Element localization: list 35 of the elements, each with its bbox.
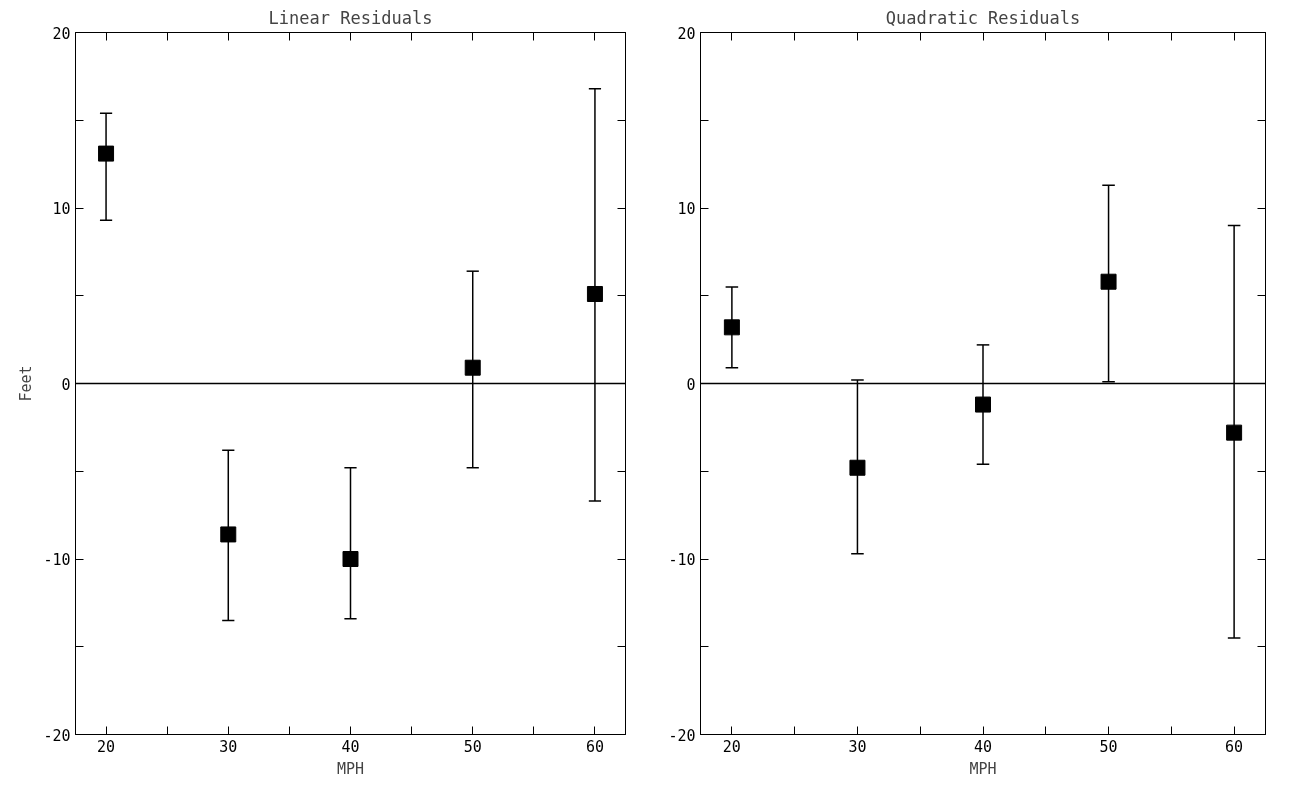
x-tick-label: 60: [1225, 737, 1244, 756]
x-tick-label: 50: [463, 737, 482, 756]
y-tick-label: 20: [52, 24, 71, 43]
y-tick-label: -20: [43, 726, 71, 745]
y-tick-label: 20: [677, 24, 696, 43]
y-tick-label: -10: [668, 551, 696, 569]
y-tick-label: 0: [61, 375, 71, 394]
x-tick-label: 20: [97, 737, 116, 756]
x-tick-label: 50: [1099, 737, 1118, 756]
y-tick-label: -10: [43, 551, 71, 569]
x-tick-label: 40: [973, 737, 993, 756]
x-tick-label: 60: [585, 737, 604, 756]
x-tick-label: 40: [341, 737, 360, 756]
point: [98, 145, 115, 162]
point: [342, 551, 359, 567]
point: [1100, 273, 1117, 290]
y-tick-label: -20: [668, 726, 696, 745]
y-axis-title: Feet: [17, 365, 36, 402]
x-axis-title: MPH: [969, 759, 997, 778]
point: [586, 285, 603, 302]
point: [723, 319, 740, 336]
chart-title: Quadratic Residuals: [885, 7, 1081, 28]
y-tick-label: 10: [677, 200, 696, 218]
y-tick-label: 10: [52, 200, 71, 218]
x-tick-label: 20: [722, 737, 741, 756]
point: [849, 459, 866, 476]
point: [1226, 424, 1243, 441]
point: [220, 526, 237, 543]
x-tick-label: 30: [848, 737, 867, 756]
point: [975, 396, 991, 413]
point: [464, 359, 481, 376]
x-tick-label: 30: [219, 737, 238, 756]
x-axis-title: MPH: [336, 759, 365, 778]
y-tick-label: 0: [686, 375, 696, 394]
chart-title: Linear Residuals: [268, 7, 433, 28]
